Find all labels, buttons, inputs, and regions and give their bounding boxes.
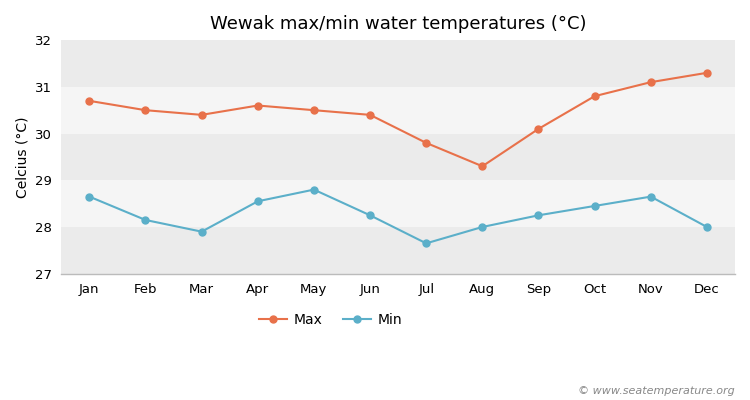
Max	[478, 164, 487, 169]
Max	[141, 108, 150, 112]
Y-axis label: Celcius (°C): Celcius (°C)	[15, 116, 29, 198]
Max	[534, 126, 543, 131]
Line: Max: Max	[86, 69, 710, 170]
Min	[141, 218, 150, 222]
Min	[646, 194, 656, 199]
Min	[703, 224, 712, 229]
Max	[590, 94, 599, 98]
Legend: Max, Min: Max, Min	[254, 307, 408, 332]
Min	[197, 229, 206, 234]
Min	[310, 187, 319, 192]
Max	[646, 80, 656, 84]
Min	[254, 199, 262, 204]
Max	[254, 103, 262, 108]
Min	[365, 213, 374, 218]
Max	[85, 98, 94, 103]
Bar	[62, 87, 735, 134]
Bar	[62, 227, 735, 274]
Line: Min: Min	[86, 186, 710, 247]
Max	[703, 70, 712, 75]
Min	[85, 194, 94, 199]
Bar	[62, 40, 735, 87]
Bar	[62, 134, 735, 180]
Max	[197, 112, 206, 117]
Max	[422, 140, 430, 145]
Bar	[62, 180, 735, 227]
Min	[534, 213, 543, 218]
Min	[478, 224, 487, 229]
Max	[310, 108, 319, 112]
Min	[590, 204, 599, 208]
Max	[365, 112, 374, 117]
Title: Wewak max/min water temperatures (°C): Wewak max/min water temperatures (°C)	[210, 15, 586, 33]
Text: © www.seatemperature.org: © www.seatemperature.org	[578, 386, 735, 396]
Min	[422, 241, 430, 246]
